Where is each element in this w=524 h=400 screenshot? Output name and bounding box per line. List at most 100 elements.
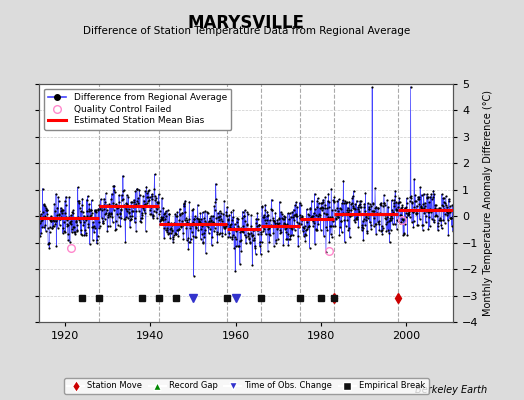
Point (347, 212, 356, 218)
Point (209, 219, 217, 225)
Point (124, 215, 132, 221)
Point (38, 224, 46, 230)
Point (235, 238, 244, 244)
Point (410, 217, 418, 224)
Point (129, 204, 137, 210)
Point (258, 224, 267, 230)
Point (49, 222, 57, 229)
Point (351, 201, 359, 207)
Point (316, 226, 325, 233)
Point (45, 240, 53, 246)
Point (230, 207, 238, 214)
Point (253, 227, 261, 233)
Point (362, 212, 370, 218)
Point (92, 240, 101, 246)
Point (412, 210, 420, 217)
Point (170, 220, 178, 227)
Point (256, 251, 265, 257)
Point (189, 205, 198, 212)
Point (150, 171, 159, 178)
Point (204, 224, 212, 230)
Point (261, 231, 270, 238)
Point (280, 212, 288, 219)
Point (90, 229, 99, 235)
Point (336, 224, 344, 230)
Point (412, 202, 421, 209)
Point (53, 204, 62, 211)
Point (444, 198, 453, 204)
Point (202, 222, 211, 228)
Point (271, 209, 280, 216)
Point (312, 227, 320, 233)
Point (427, 206, 435, 212)
Point (60, 210, 69, 216)
Point (120, 216, 128, 222)
Point (320, 205, 329, 212)
Point (105, 211, 113, 218)
Point (144, 188, 152, 194)
Point (271, 222, 279, 228)
Point (193, 221, 201, 227)
Point (430, 217, 438, 223)
Point (332, 212, 341, 218)
Point (435, 205, 444, 212)
Point (63, 223, 72, 229)
Point (349, 205, 357, 212)
Point (130, 219, 139, 225)
Point (439, 203, 447, 209)
Point (147, 210, 156, 217)
Point (71, 218, 80, 225)
Point (289, 224, 297, 230)
Point (424, 226, 432, 232)
Point (242, 233, 250, 240)
Point (350, 188, 358, 194)
Point (381, 215, 389, 221)
Point (446, 203, 454, 209)
Point (202, 220, 210, 226)
Point (411, 198, 419, 204)
Point (138, 215, 147, 222)
Point (290, 212, 299, 218)
Point (373, 218, 381, 225)
Point (442, 208, 451, 215)
Point (106, 202, 115, 209)
Point (418, 192, 426, 198)
Point (264, 248, 272, 254)
Point (124, 206, 133, 212)
Point (129, 202, 138, 208)
Point (281, 224, 290, 231)
Point (162, 212, 170, 219)
Point (278, 210, 286, 217)
Point (416, 216, 424, 222)
Point (297, 215, 305, 221)
Point (392, 199, 400, 205)
Point (333, 205, 341, 211)
Point (397, 204, 405, 211)
Point (408, 199, 417, 205)
Point (108, 199, 117, 206)
Point (146, 211, 154, 217)
Point (277, 209, 285, 215)
Point (250, 244, 259, 251)
Point (339, 197, 347, 204)
Point (391, 188, 399, 194)
Point (380, 202, 389, 208)
Point (57, 208, 65, 214)
Point (429, 194, 437, 200)
Point (421, 213, 430, 219)
Point (422, 195, 431, 201)
Point (215, 208, 224, 214)
Point (332, 211, 341, 218)
Point (114, 214, 123, 220)
Point (279, 220, 288, 226)
Text: MARYSVILLE: MARYSVILLE (188, 14, 305, 32)
Point (200, 215, 208, 222)
Point (277, 223, 286, 229)
Point (260, 212, 268, 218)
Point (394, 200, 402, 206)
Point (153, 215, 161, 221)
Point (237, 236, 245, 243)
Point (201, 227, 210, 234)
Point (227, 217, 236, 223)
Point (64, 237, 72, 243)
